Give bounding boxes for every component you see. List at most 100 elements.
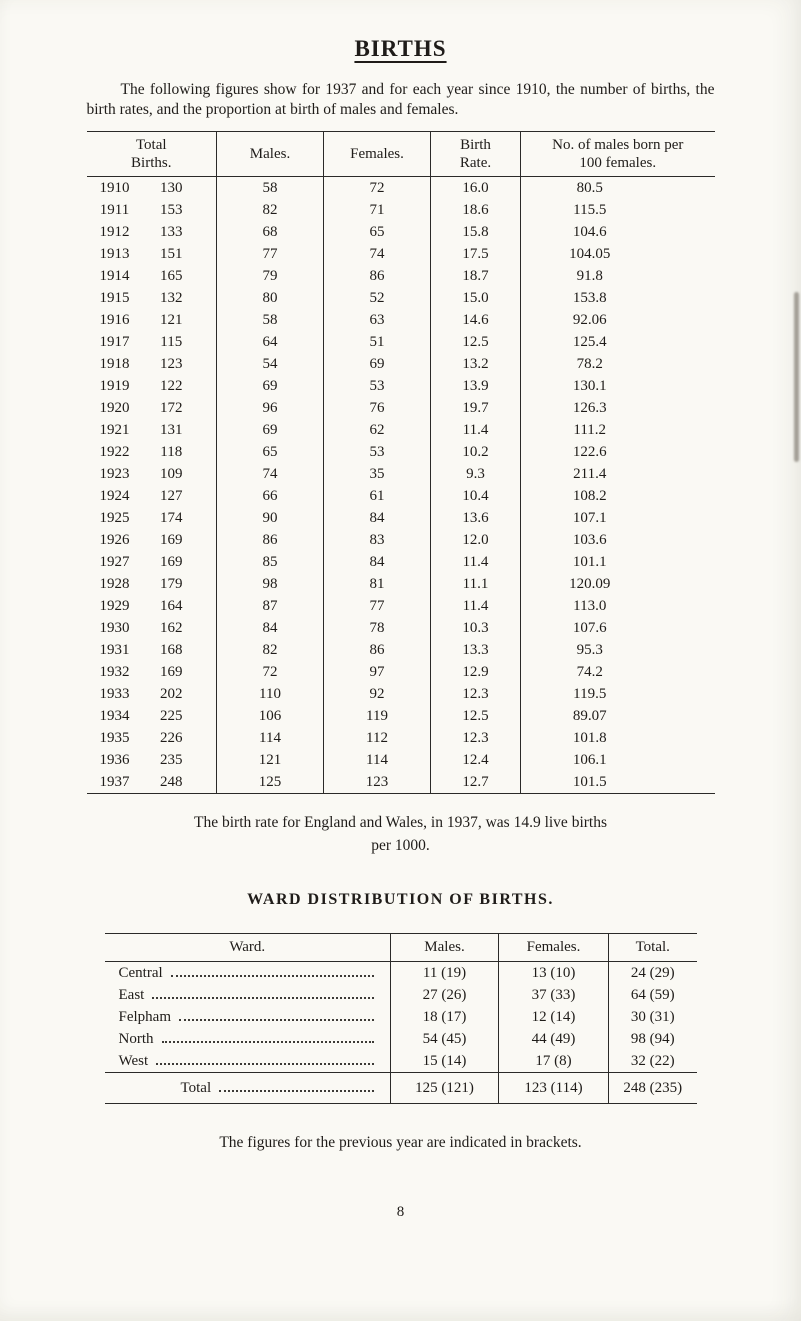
- birth-rate-cell: 12.4: [430, 749, 521, 772]
- birth-rate-cell: 12.5: [430, 331, 521, 354]
- ward-males-cell: 11 (19): [390, 961, 499, 985]
- total-births-cell: 153: [142, 199, 217, 222]
- year-cell: 1929: [99, 598, 130, 615]
- births-row: 1914 165 79 86 18.7 91.8: [87, 265, 715, 288]
- ratio-cell: 107.1: [572, 510, 607, 527]
- births-row: 1930 162 84 78 10.3 107.6: [87, 617, 715, 640]
- births-row: 1916 121 58 63 14.6 92.06: [87, 309, 715, 332]
- births-row: 1922 118 65 53 10.2 122.6: [87, 441, 715, 464]
- males-cell: 69: [216, 419, 324, 442]
- ward-name: West: [118, 1053, 149, 1070]
- births-row: 1936 235 121 114 12.4 106.1: [87, 749, 715, 772]
- births-row: 1919 122 69 53 13.9 130.1: [87, 375, 715, 398]
- females-cell: 86: [323, 265, 431, 288]
- total-births-cell: 118: [142, 441, 217, 464]
- ward-total-label: Total: [180, 1080, 212, 1097]
- females-cell: 97: [323, 661, 431, 684]
- ward-table: Ward. Males. Females. Total. Central 11 (…: [104, 933, 697, 1105]
- males-cell: 90: [216, 507, 324, 530]
- total-births-cell: 225: [142, 705, 217, 728]
- ratio-cell: 91.8: [576, 268, 603, 285]
- ratio-cell: 80.5: [576, 180, 603, 197]
- births-header-row: Total Births. Males. Females. Birth Rate…: [86, 131, 715, 178]
- birth-rate-cell: 17.5: [430, 243, 521, 266]
- ratio-cell: 101.1: [572, 554, 607, 571]
- year-cell: 1917: [99, 334, 130, 351]
- ratio-cell: 115.5: [573, 202, 607, 219]
- total-births-cell: 132: [142, 287, 217, 310]
- ratio-cell: 130.1: [572, 378, 607, 395]
- ward-header-ward: Ward.: [104, 933, 391, 963]
- births-row: 1932 169 72 97 12.9 74.2: [87, 661, 715, 684]
- ratio-cell: 106.1: [572, 752, 607, 769]
- females-cell: 123: [323, 771, 431, 794]
- births-row: 1928 179 98 81 11.1 120.09: [87, 573, 715, 596]
- page-number: 8: [396, 1204, 405, 1221]
- ward-total-cell: 30 (31): [630, 1009, 675, 1026]
- header-label-males: Males.: [249, 146, 291, 163]
- year-cell: 1911: [99, 202, 130, 219]
- header-label-females: Females.: [350, 146, 404, 163]
- births-row: 1910 130 58 72 16.0 80.5: [87, 176, 715, 200]
- total-births-cell: 162: [142, 617, 217, 640]
- males-cell: 110: [216, 683, 324, 706]
- births-row: 1927 169 85 84 11.4 101.1: [87, 551, 715, 574]
- year-cell: 1928: [99, 576, 130, 593]
- ward-total-cell: 32 (22): [630, 1053, 675, 1070]
- header-label-total-births: Total Births.: [131, 137, 172, 172]
- females-cell: 74: [323, 243, 431, 266]
- ward-header-males: Males.: [390, 933, 499, 963]
- births-row: 1912 133 68 65 15.8 104.6: [87, 221, 715, 244]
- ratio-cell: 111.2: [573, 422, 607, 439]
- ratio-cell: 104.6: [572, 224, 607, 241]
- total-births-cell: 248: [142, 771, 217, 794]
- ratio-cell: 74.2: [576, 664, 603, 681]
- birth-rate-cell: 12.3: [430, 683, 521, 706]
- birth-rate-cell: 13.9: [430, 375, 521, 398]
- year-cell: 1915: [99, 290, 130, 307]
- ratio-cell: 125.4: [572, 334, 607, 351]
- birth-rate-cell: 11.4: [430, 419, 521, 442]
- ratio-cell: 119.5: [573, 686, 607, 703]
- year-cell: 1932: [99, 664, 130, 681]
- birth-rate-cell: 11.1: [430, 573, 521, 596]
- ward-row: West 15 (14) 17 (8) 32 (22): [104, 1050, 697, 1073]
- header-label-birth-rate: Birth Rate.: [459, 137, 492, 172]
- year-cell: 1936: [99, 752, 130, 769]
- births-header-birth-rate: Birth Rate.: [430, 131, 521, 178]
- ward-total-females: 123 (114): [498, 1072, 609, 1104]
- ward-name: Felpham: [118, 1009, 172, 1026]
- year-cell: 1924: [99, 488, 130, 505]
- ward-header-females: Females.: [498, 933, 609, 963]
- leader-dots: [152, 997, 374, 1000]
- females-cell: 69: [323, 353, 431, 376]
- males-cell: 66: [216, 485, 324, 508]
- ward-total-cell: 98 (94): [630, 1031, 675, 1048]
- year-cell: 1922: [99, 444, 130, 461]
- birth-rate-cell: 10.3: [430, 617, 521, 640]
- ratio-cell: 101.8: [572, 730, 607, 747]
- ward-total-row: Total 125 (121) 123 (114) 248 (235): [104, 1072, 697, 1104]
- ward-row: North 54 (45) 44 (49) 98 (94): [104, 1028, 697, 1051]
- ward-total-cell: 24 (29): [630, 965, 675, 982]
- ward-row: East 27 (26) 37 (33) 64 (59): [104, 984, 697, 1007]
- birth-rate-cell: 16.0: [430, 176, 521, 200]
- ratio-cell: 107.6: [572, 620, 607, 637]
- males-cell: 72: [216, 661, 324, 684]
- males-cell: 121: [216, 749, 324, 772]
- total-births-cell: 123: [142, 353, 217, 376]
- males-cell: 82: [216, 199, 324, 222]
- females-cell: 53: [323, 441, 431, 464]
- year-cell: 1914: [99, 268, 130, 285]
- ratio-cell: 153.8: [572, 290, 607, 307]
- ratio-cell: 211.4: [573, 466, 607, 483]
- males-cell: 84: [216, 617, 324, 640]
- females-cell: 86: [323, 639, 431, 662]
- year-cell: 1919: [99, 378, 130, 395]
- births-table-body: 1910 130 58 72 16.0 80.5 1911 153 82 71 18.6 115.5 1…: [87, 176, 715, 794]
- ward-females-cell: 17 (8): [498, 1050, 609, 1073]
- births-row: 1915 132 80 52 15.0 153.8: [87, 287, 715, 310]
- females-cell: 77: [323, 595, 431, 618]
- total-births-cell: 174: [142, 507, 217, 530]
- page-title: BIRTHS: [354, 36, 447, 61]
